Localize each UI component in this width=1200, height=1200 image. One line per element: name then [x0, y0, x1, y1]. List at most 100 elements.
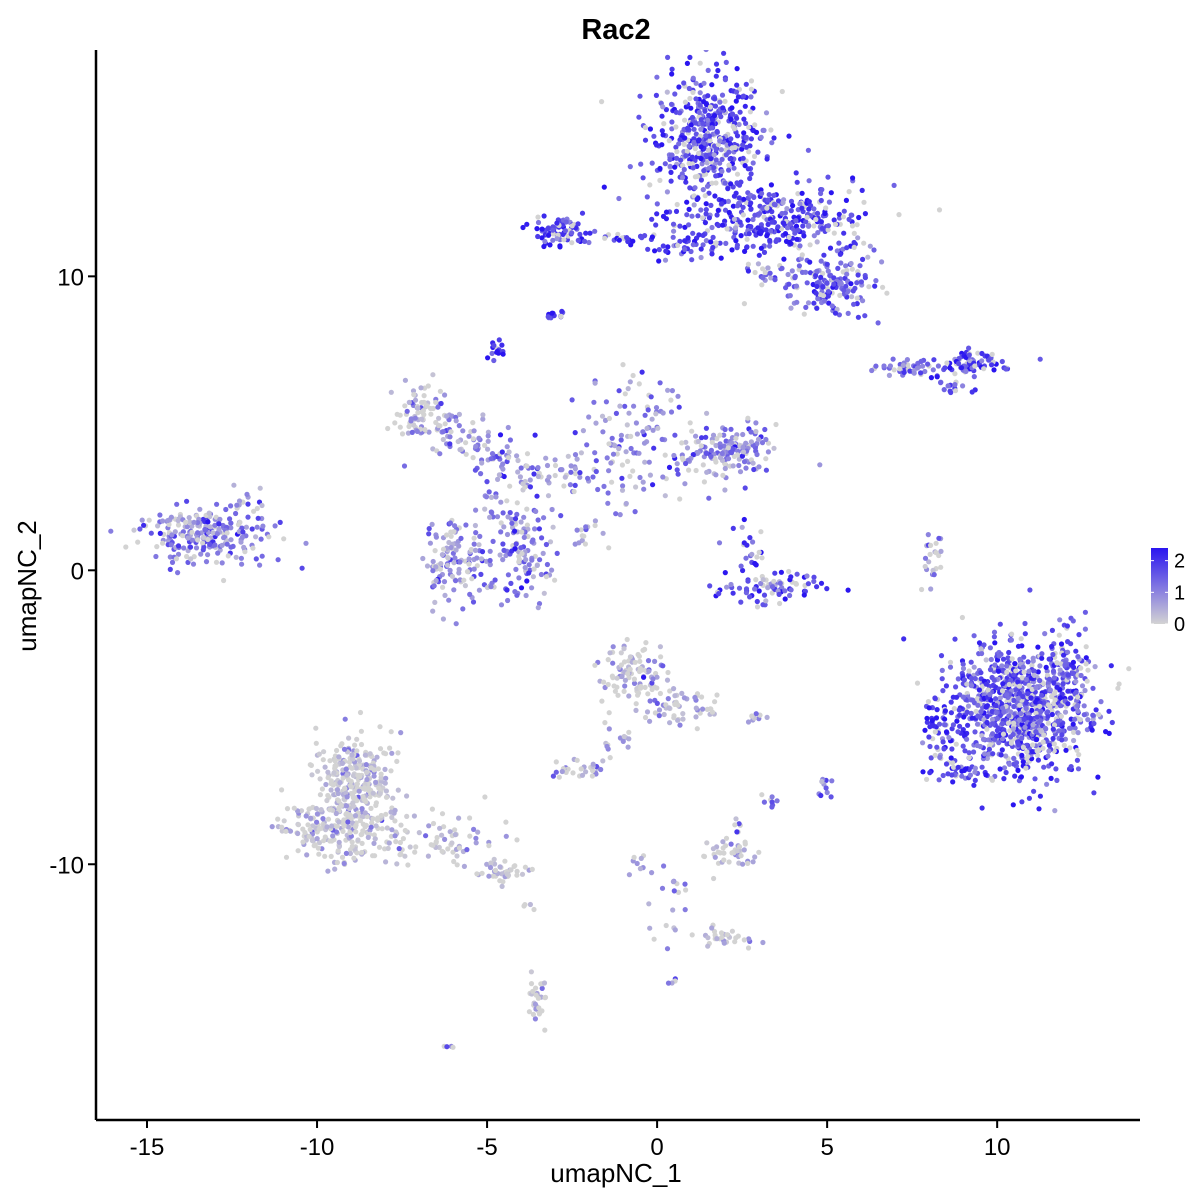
cell-point — [717, 240, 723, 246]
cell-point — [938, 380, 944, 386]
scatter-points — [108, 50, 1132, 1050]
cell-point — [693, 433, 699, 439]
cell-point — [244, 491, 250, 497]
cell-point — [426, 526, 432, 532]
cell-point — [1089, 727, 1095, 733]
cell-point — [931, 572, 937, 578]
cell-point — [234, 502, 240, 508]
cell-point — [515, 457, 521, 464]
cell-point — [175, 543, 182, 549]
cell-point — [706, 215, 713, 221]
cell-point — [649, 234, 656, 240]
cell-point — [749, 551, 755, 557]
cell-point — [532, 526, 538, 532]
cell-point — [571, 488, 577, 495]
cell-point — [306, 833, 312, 839]
cell-point — [985, 687, 991, 693]
cell-point — [612, 443, 618, 449]
cell-point — [722, 570, 728, 576]
cell-point — [942, 365, 948, 371]
cell-point — [532, 1001, 539, 1007]
cell-point — [672, 693, 678, 699]
cell-point — [931, 357, 937, 363]
cell-point — [257, 562, 263, 568]
cell-point — [583, 769, 589, 775]
cell-point — [857, 263, 863, 269]
cell-point — [479, 870, 485, 876]
cell-point — [1070, 659, 1076, 666]
cell-point — [1045, 753, 1051, 759]
cell-point — [699, 694, 705, 700]
cell-point — [756, 252, 762, 258]
cell-point — [774, 237, 780, 243]
cell-point — [953, 741, 959, 747]
cell-point — [701, 99, 707, 105]
cell-point — [675, 471, 681, 477]
cell-point — [950, 764, 957, 770]
cell-point — [439, 848, 445, 854]
cell-point — [1040, 745, 1046, 751]
cell-point — [1067, 695, 1074, 701]
cell-point — [536, 1005, 542, 1011]
cell-point — [439, 832, 445, 838]
cell-point — [298, 808, 305, 814]
cell-point — [838, 260, 844, 266]
cell-point — [1056, 728, 1062, 734]
cell-point — [322, 764, 328, 770]
cell-point — [397, 424, 403, 430]
cell-point — [354, 748, 360, 754]
cell-point — [543, 541, 550, 548]
cell-point — [1081, 703, 1087, 709]
cell-point — [451, 560, 457, 566]
cell-point — [900, 362, 906, 368]
cell-point — [341, 817, 347, 823]
cell-point — [323, 781, 329, 788]
cell-point — [714, 128, 720, 135]
cell-point — [793, 223, 800, 229]
cell-point — [626, 872, 633, 878]
cell-point — [952, 382, 958, 388]
cell-point — [363, 762, 369, 768]
cell-point — [619, 462, 626, 468]
cell-point — [393, 839, 399, 845]
cell-point — [423, 833, 429, 839]
cell-point — [131, 527, 137, 533]
cell-point — [552, 577, 558, 583]
cell-point — [943, 729, 950, 735]
cell-point — [639, 369, 645, 375]
cell-point — [948, 699, 954, 705]
cell-point — [949, 772, 955, 778]
cell-point — [617, 403, 623, 409]
cell-point — [369, 820, 375, 826]
cell-point — [676, 141, 682, 147]
cell-point — [463, 522, 469, 528]
cell-point — [1036, 747, 1042, 753]
cell-point — [675, 717, 681, 723]
cell-point — [1021, 654, 1027, 660]
cell-point — [703, 211, 709, 217]
cell-point — [1024, 749, 1030, 755]
cell-point — [1047, 687, 1053, 693]
cell-point — [862, 211, 869, 217]
cell-point — [304, 852, 310, 858]
cell-point — [811, 300, 817, 306]
cell-point — [382, 780, 388, 786]
cell-point — [1011, 703, 1017, 710]
cell-point — [800, 223, 806, 229]
cell-point — [998, 752, 1004, 758]
cell-point — [714, 692, 720, 698]
cell-point — [753, 420, 759, 426]
cell-point — [446, 597, 452, 603]
colorbar-label: 1 — [1174, 582, 1185, 604]
cell-point — [314, 836, 320, 842]
cell-point — [901, 636, 907, 642]
cell-point — [306, 806, 312, 812]
cell-point — [653, 92, 660, 98]
cell-point — [1091, 720, 1097, 727]
cell-point — [1015, 643, 1022, 649]
cell-point — [300, 839, 306, 845]
cell-point — [960, 665, 967, 672]
cell-point — [793, 218, 799, 224]
cell-point — [850, 288, 856, 294]
cell-point — [934, 374, 940, 380]
